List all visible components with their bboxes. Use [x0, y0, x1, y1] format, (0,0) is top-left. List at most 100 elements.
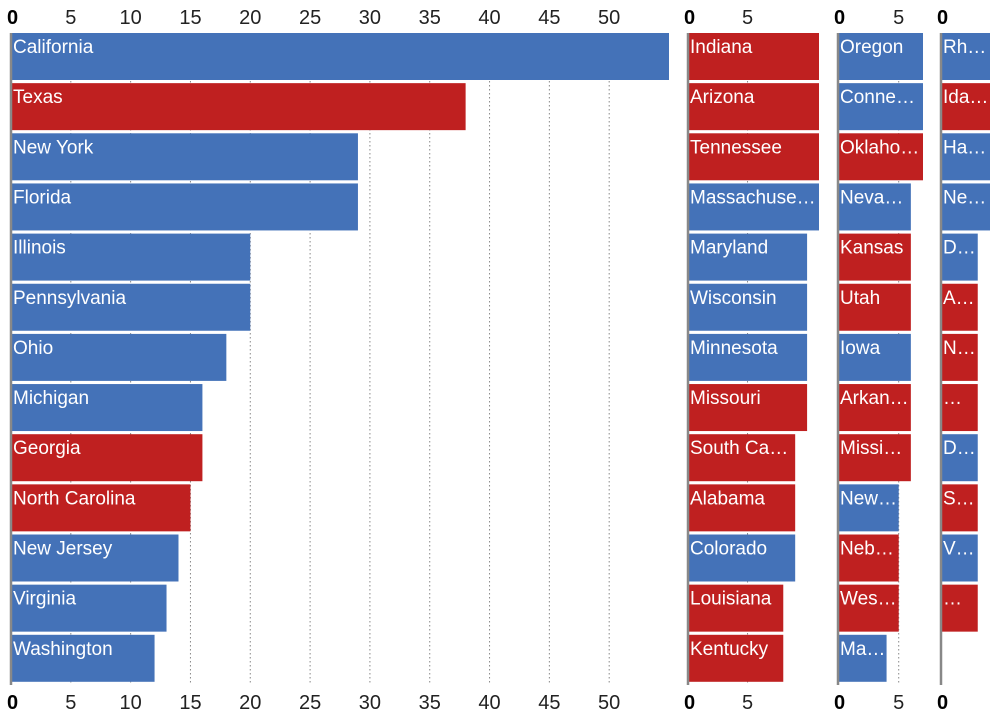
tick-label-bottom-0-50: 50	[598, 692, 620, 714]
tick-label-bottom-1-5: 5	[742, 692, 753, 714]
bar-label-3-10: V…	[943, 539, 975, 560]
bar-label-0-8: Georgia	[13, 438, 81, 459]
tick-label-top-0-50: 50	[598, 7, 620, 29]
bar-label-1-3: Massachuse…	[690, 187, 816, 208]
bar-label-0-10: New Jersey	[13, 539, 113, 560]
tick-label-top-2-5: 5	[893, 7, 904, 29]
tick-label-top-0-10: 10	[120, 7, 142, 29]
bar-label-2-11: Wes…	[840, 589, 897, 610]
bar-3-11	[941, 584, 978, 632]
bar-label-0-7: Michigan	[13, 388, 89, 409]
bar-2-6	[838, 333, 911, 381]
bar-label-2-7: Arkan…	[840, 388, 909, 409]
bar-3-2	[941, 133, 990, 181]
bar-label-0-1: Texas	[13, 87, 63, 108]
bar-label-1-9: Alabama	[690, 488, 765, 509]
bar-1-11	[688, 584, 784, 632]
bar-label-2-10: Neb…	[840, 539, 894, 560]
bar-3-10	[941, 534, 978, 582]
tick-label-top-1-0: 0	[684, 7, 695, 29]
bar-label-2-9: New…	[840, 488, 897, 509]
bar-label-3-11: …	[943, 589, 962, 610]
bar-label-3-8: D…	[943, 438, 976, 459]
bar-label-1-0: Indiana	[690, 37, 753, 58]
bar-2-8	[838, 434, 911, 482]
tick-label-bottom-0-15: 15	[179, 692, 201, 714]
bar-0-7	[11, 384, 203, 432]
bar-label-0-4: Illinois	[13, 238, 66, 259]
bar-2-10	[838, 534, 899, 582]
bar-label-2-4: Kansas	[840, 238, 903, 259]
bar-label-3-2: Ha…	[943, 137, 986, 158]
bar-label-0-11: Virginia	[13, 589, 76, 610]
bar-label-3-6: N…	[943, 338, 976, 359]
bar-2-11	[838, 584, 899, 632]
tick-label-bottom-0-30: 30	[359, 692, 381, 714]
tick-label-bottom-0-40: 40	[478, 692, 500, 714]
bar-label-1-5: Wisconsin	[690, 288, 777, 309]
tick-label-bottom-0-5: 5	[65, 692, 76, 714]
bar-label-3-4: D…	[943, 238, 976, 259]
bar-1-1	[688, 83, 819, 131]
bar-1-3	[688, 183, 819, 231]
bar-0-1	[11, 83, 466, 131]
bar-label-1-4: Maryland	[690, 238, 768, 259]
bar-3-4	[941, 233, 978, 281]
bar-0-0	[11, 33, 669, 80]
bar-label-2-5: Utah	[840, 288, 880, 309]
bar-3-0	[941, 33, 990, 80]
bar-1-6	[688, 333, 808, 381]
bar-0-3	[11, 183, 358, 231]
bar-1-12	[688, 634, 784, 682]
bar-label-1-8: South Ca…	[690, 438, 788, 459]
bar-3-7	[941, 384, 978, 432]
bar-label-2-1: Conne…	[840, 87, 915, 108]
tick-label-bottom-2-0: 0	[834, 692, 845, 714]
bar-2-3	[838, 183, 911, 231]
tick-label-top-0-20: 20	[239, 7, 261, 29]
bar-0-12	[11, 634, 155, 682]
bar-label-0-6: Ohio	[13, 338, 53, 359]
tick-label-top-0-15: 15	[179, 7, 201, 29]
bar-label-1-1: Arizona	[690, 87, 755, 108]
bar-1-0	[688, 33, 819, 80]
bar-2-2	[838, 133, 923, 181]
tick-label-bottom-0-0: 0	[7, 692, 18, 714]
bar-label-0-0: California	[13, 37, 94, 58]
bar-1-4	[688, 233, 808, 281]
tick-label-bottom-0-45: 45	[538, 692, 560, 714]
bar-0-10	[11, 534, 179, 582]
tick-label-top-2-0: 0	[834, 7, 845, 29]
tick-label-top-0-0: 0	[7, 7, 18, 29]
bar-0-4	[11, 233, 251, 281]
bar-3-3	[941, 183, 990, 231]
bar-0-9	[11, 484, 191, 532]
bar-3-9	[941, 484, 978, 532]
bar-label-2-2: Oklaho…	[840, 137, 919, 158]
tick-label-bottom-1-0: 0	[684, 692, 695, 714]
bar-label-2-6: Iowa	[840, 338, 881, 359]
bar-0-5	[11, 283, 251, 331]
tick-label-top-1-5: 5	[742, 7, 753, 29]
bar-2-7	[838, 384, 911, 432]
tick-label-bottom-3-0: 0	[937, 692, 948, 714]
bar-label-3-0: Rh…	[943, 37, 986, 58]
tick-label-top-0-30: 30	[359, 7, 381, 29]
bar-1-10	[688, 534, 796, 582]
tick-label-bottom-2-5: 5	[893, 692, 904, 714]
bar-label-1-7: Missouri	[690, 388, 761, 409]
bar-label-1-10: Colorado	[690, 539, 767, 560]
tick-label-top-0-45: 45	[538, 7, 560, 29]
bar-label-3-9: S…	[943, 488, 975, 509]
tick-label-bottom-0-20: 20	[239, 692, 261, 714]
bar-3-8	[941, 434, 978, 482]
bar-1-2	[688, 133, 819, 181]
tick-label-bottom-0-35: 35	[419, 692, 441, 714]
bar-label-2-3: Neva…	[840, 187, 903, 208]
bar-1-7	[688, 384, 808, 432]
tick-label-top-0-5: 5	[65, 7, 76, 29]
bar-2-5	[838, 283, 911, 331]
bar-label-0-12: Washington	[13, 639, 113, 660]
tick-label-top-3-0: 0	[937, 7, 948, 29]
